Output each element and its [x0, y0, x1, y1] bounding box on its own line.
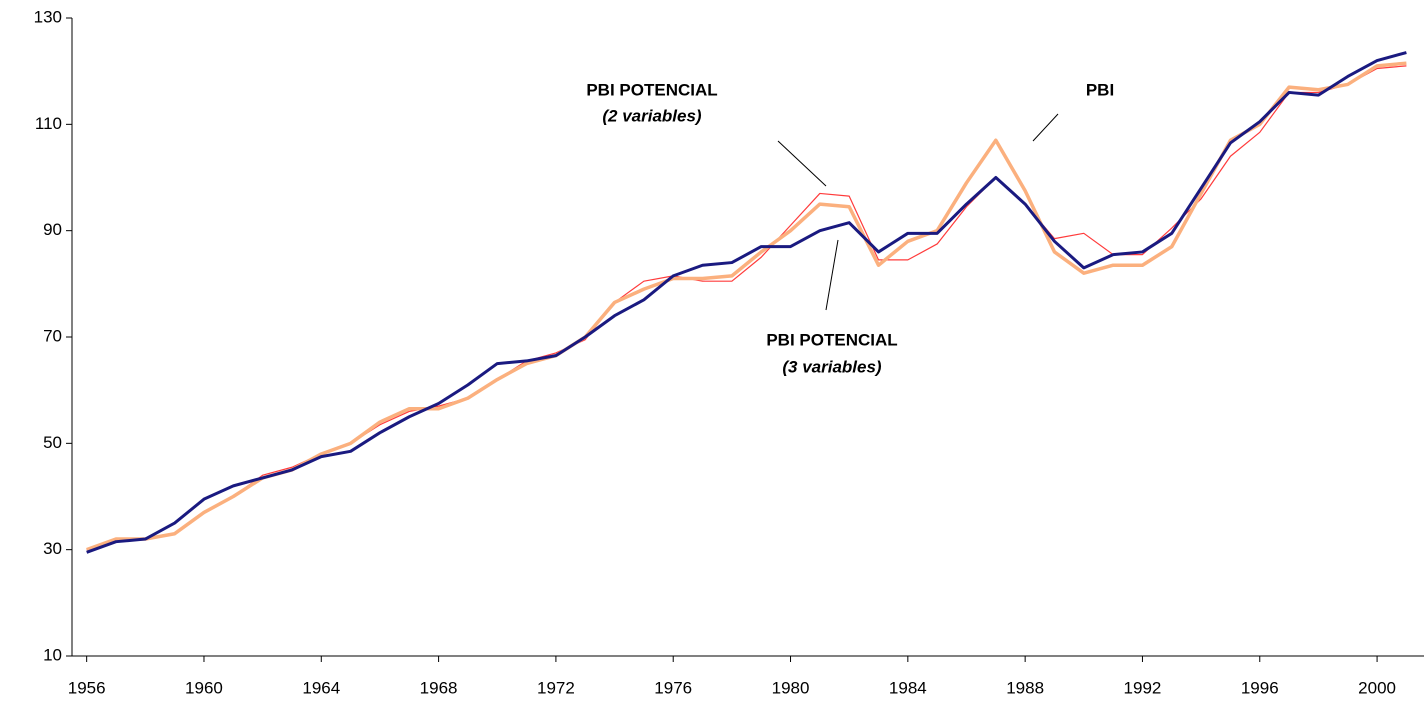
y-tick-label: 50	[43, 433, 62, 452]
x-tick-label: 1960	[185, 678, 223, 697]
annotation: PBI POTENCIAL	[766, 330, 897, 349]
x-tick-label: 1976	[654, 678, 692, 697]
x-tick-label: 2000	[1358, 678, 1396, 697]
y-tick-label: 70	[43, 326, 62, 345]
x-tick-label: 1956	[68, 678, 106, 697]
annotation-pointer	[825, 239, 839, 311]
annotation-sub: (3 variables)	[782, 357, 882, 376]
y-tick-label: 10	[43, 645, 62, 664]
x-tick-label: 1996	[1241, 678, 1279, 697]
x-tick-label: 1964	[302, 678, 340, 697]
series-line	[86, 51, 1407, 554]
y-tick-label: 130	[34, 7, 62, 26]
annotation: PBI	[1086, 80, 1114, 99]
y-tick-label: 90	[43, 220, 62, 239]
x-tick-label: 1984	[889, 678, 927, 697]
annotation-pointer	[1032, 113, 1059, 142]
y-tick-label: 30	[43, 539, 62, 558]
annotation: PBI POTENCIAL	[586, 80, 717, 99]
x-tick-label: 1988	[1006, 678, 1044, 697]
series-line	[86, 61, 1407, 552]
x-tick-label: 1992	[1124, 678, 1162, 697]
x-tick-label: 1972	[537, 678, 575, 697]
annotation-sub: (2 variables)	[602, 106, 702, 125]
x-tick-label: 1980	[772, 678, 810, 697]
x-tick-label: 1968	[420, 678, 458, 697]
y-tick-label: 110	[35, 114, 62, 133]
series-line	[86, 65, 1407, 551]
annotation-pointer	[777, 140, 827, 187]
